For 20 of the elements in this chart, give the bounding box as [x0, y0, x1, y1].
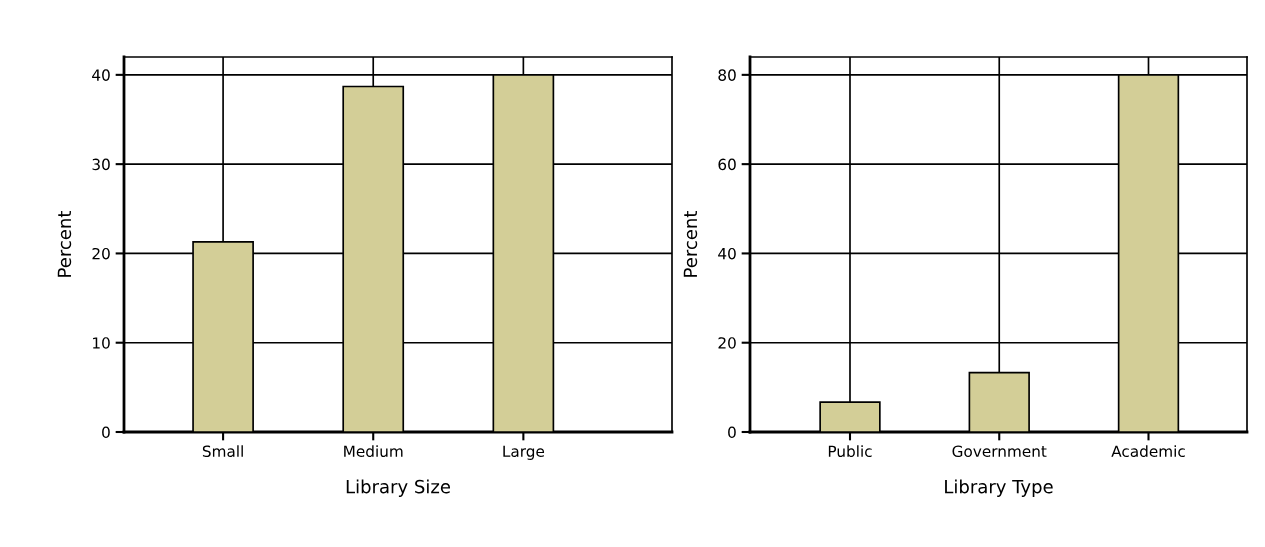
y-tick-label: 20 — [718, 337, 736, 349]
y-axis-title: Percent — [683, 210, 698, 277]
x-tick-label: Public — [828, 445, 872, 458]
y-tick-label: 60 — [718, 158, 736, 171]
y-tick-label: 10 — [93, 337, 110, 349]
x-axis-title: Library Type — [945, 479, 1053, 497]
x-tick-label: Small — [202, 445, 243, 458]
y-tick-label: 30 — [92, 158, 110, 171]
x-tick-label: Medium — [344, 445, 403, 458]
y-axis-title: Percent — [57, 210, 72, 277]
x-tick-label: Large — [503, 445, 545, 460]
x-tick-label: Academic — [1111, 445, 1185, 458]
y-tick-label: 0 — [102, 426, 110, 439]
x-tick-label: Government — [952, 445, 1047, 458]
y-tick-label: 0 — [728, 426, 736, 439]
y-tick-label: 40 — [718, 247, 736, 260]
y-tick-label: 40 — [92, 69, 110, 81]
x-axis-title: Library Size — [346, 479, 451, 497]
y-tick-label: 20 — [92, 247, 110, 260]
y-tick-label: 80 — [718, 69, 736, 81]
